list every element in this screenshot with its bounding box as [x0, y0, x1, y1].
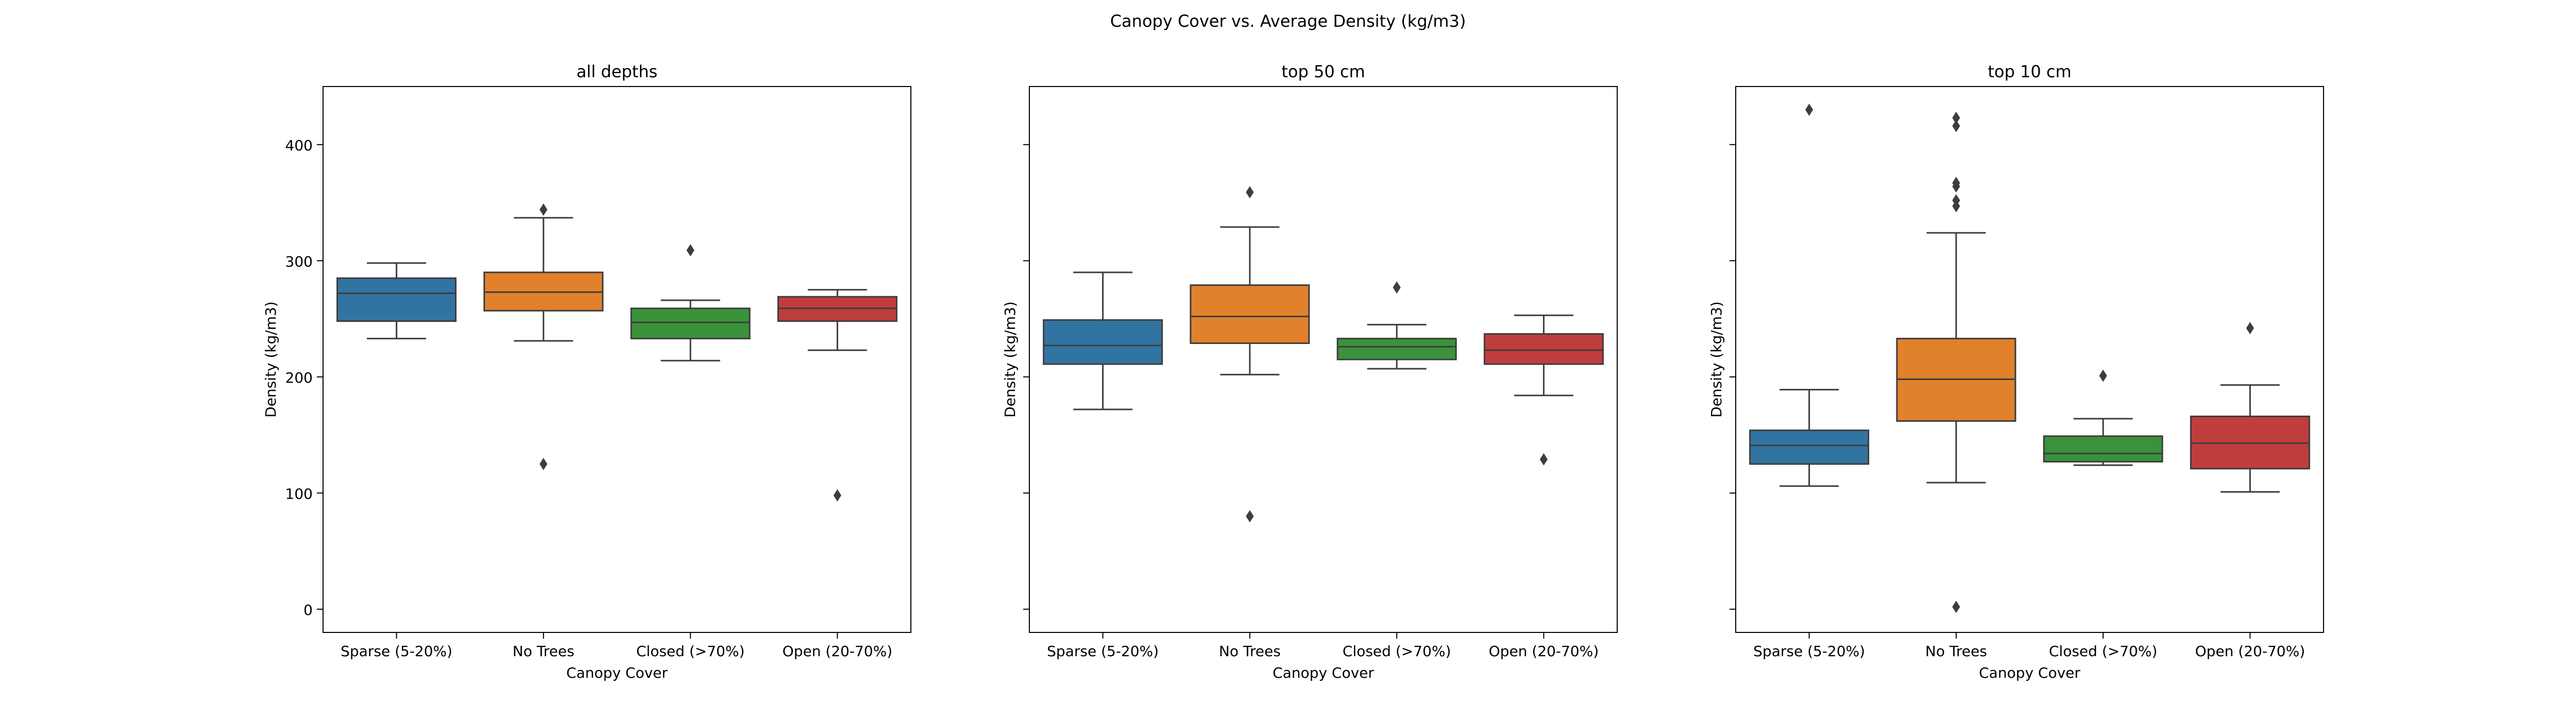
plot-frame [1735, 86, 2324, 633]
x-tick-label: Sparse (5-20%) [341, 643, 452, 660]
y-tick-label: 400 [285, 137, 313, 154]
x-tick-label: Open (20-70%) [1489, 643, 1599, 660]
box-3 [1336, 281, 1457, 370]
box-4 [2190, 322, 2310, 493]
outlier-point [686, 244, 694, 256]
box-iqr [1190, 284, 1310, 344]
y-tick-label: 100 [285, 485, 313, 502]
y-tick-label: 300 [285, 253, 313, 270]
x-tick-label: No Trees [513, 643, 574, 660]
figure-title: Canopy Cover vs. Average Density (kg/m3) [1110, 11, 1466, 31]
y-tick-label: 200 [285, 369, 313, 386]
subplot-3: top 10 cm Density (kg/m3) Sparse (5-20%) No… [1708, 62, 2324, 681]
box-4 [1483, 314, 1604, 466]
box-4 [777, 289, 897, 502]
box-iqr [1336, 337, 1457, 360]
box-1 [1043, 271, 1163, 410]
outlier-point [1539, 453, 1548, 466]
x-tick-label: Sparse (5-20%) [1047, 643, 1159, 660]
outlier-point [1246, 186, 1254, 199]
box-iqr [2043, 435, 2163, 462]
box-3 [2043, 369, 2163, 466]
x-tick-label: Sparse (5-20%) [1753, 643, 1865, 660]
outlier-point [2099, 369, 2107, 382]
x-axis-label: Canopy Cover [566, 664, 668, 681]
y-axis-label: Density (kg/m3) [262, 301, 279, 418]
box-2 [1190, 186, 1310, 523]
box-2 [483, 203, 604, 470]
y-tick-label: 0 [303, 602, 313, 619]
x-tick-label: Open (20-70%) [783, 643, 893, 660]
outlier-point [1246, 510, 1254, 523]
box-iqr [1749, 430, 1870, 465]
x-tick-label: Closed (>70%) [636, 643, 745, 660]
outlier-point [539, 458, 548, 470]
x-axis-label: Canopy Cover [1273, 664, 1374, 681]
plot-frame [323, 86, 911, 633]
box-iqr [1043, 319, 1163, 365]
y-axis-label: Density (kg/m3) [1708, 301, 1725, 418]
box-iqr [336, 277, 457, 322]
subplot-title: top 50 cm [1281, 62, 1365, 81]
x-tick-label: No Trees [1925, 643, 1987, 660]
x-tick-label: No Trees [1219, 643, 1281, 660]
subplot-title: all depths [577, 62, 657, 81]
outlier-point [1952, 119, 1960, 132]
outlier-point [539, 203, 548, 216]
box-1 [336, 262, 457, 339]
plot-frame [1029, 86, 1618, 633]
subplot-2: top 50 cm Density (kg/m3) Sparse (5-20%) No… [1002, 62, 1618, 681]
box-2 [1896, 111, 2016, 613]
outlier-point [1393, 281, 1401, 294]
box-iqr [630, 307, 751, 339]
box-3 [630, 244, 751, 362]
outlier-point [1952, 600, 1960, 613]
outlier-point [2246, 322, 2254, 335]
x-tick-label: Closed (>70%) [2049, 643, 2158, 660]
box-1 [1749, 104, 1870, 487]
x-tick-label: Open (20-70%) [2195, 643, 2306, 660]
outlier-point [1805, 104, 1814, 116]
subplot-title: top 10 cm [1988, 62, 2071, 81]
outlier-point [1952, 180, 1960, 193]
box-iqr [1483, 333, 1604, 365]
outlier-point [1952, 200, 1960, 213]
x-axis-label: Canopy Cover [1979, 664, 2080, 681]
x-tick-label: Closed (>70%) [1343, 643, 1451, 660]
subplot-1: all depths 0 100 200 300 400 Density (kg/m3) Sp… [262, 62, 911, 681]
y-axis-label: Density (kg/m3) [1002, 301, 1019, 418]
outlier-point [833, 489, 841, 502]
